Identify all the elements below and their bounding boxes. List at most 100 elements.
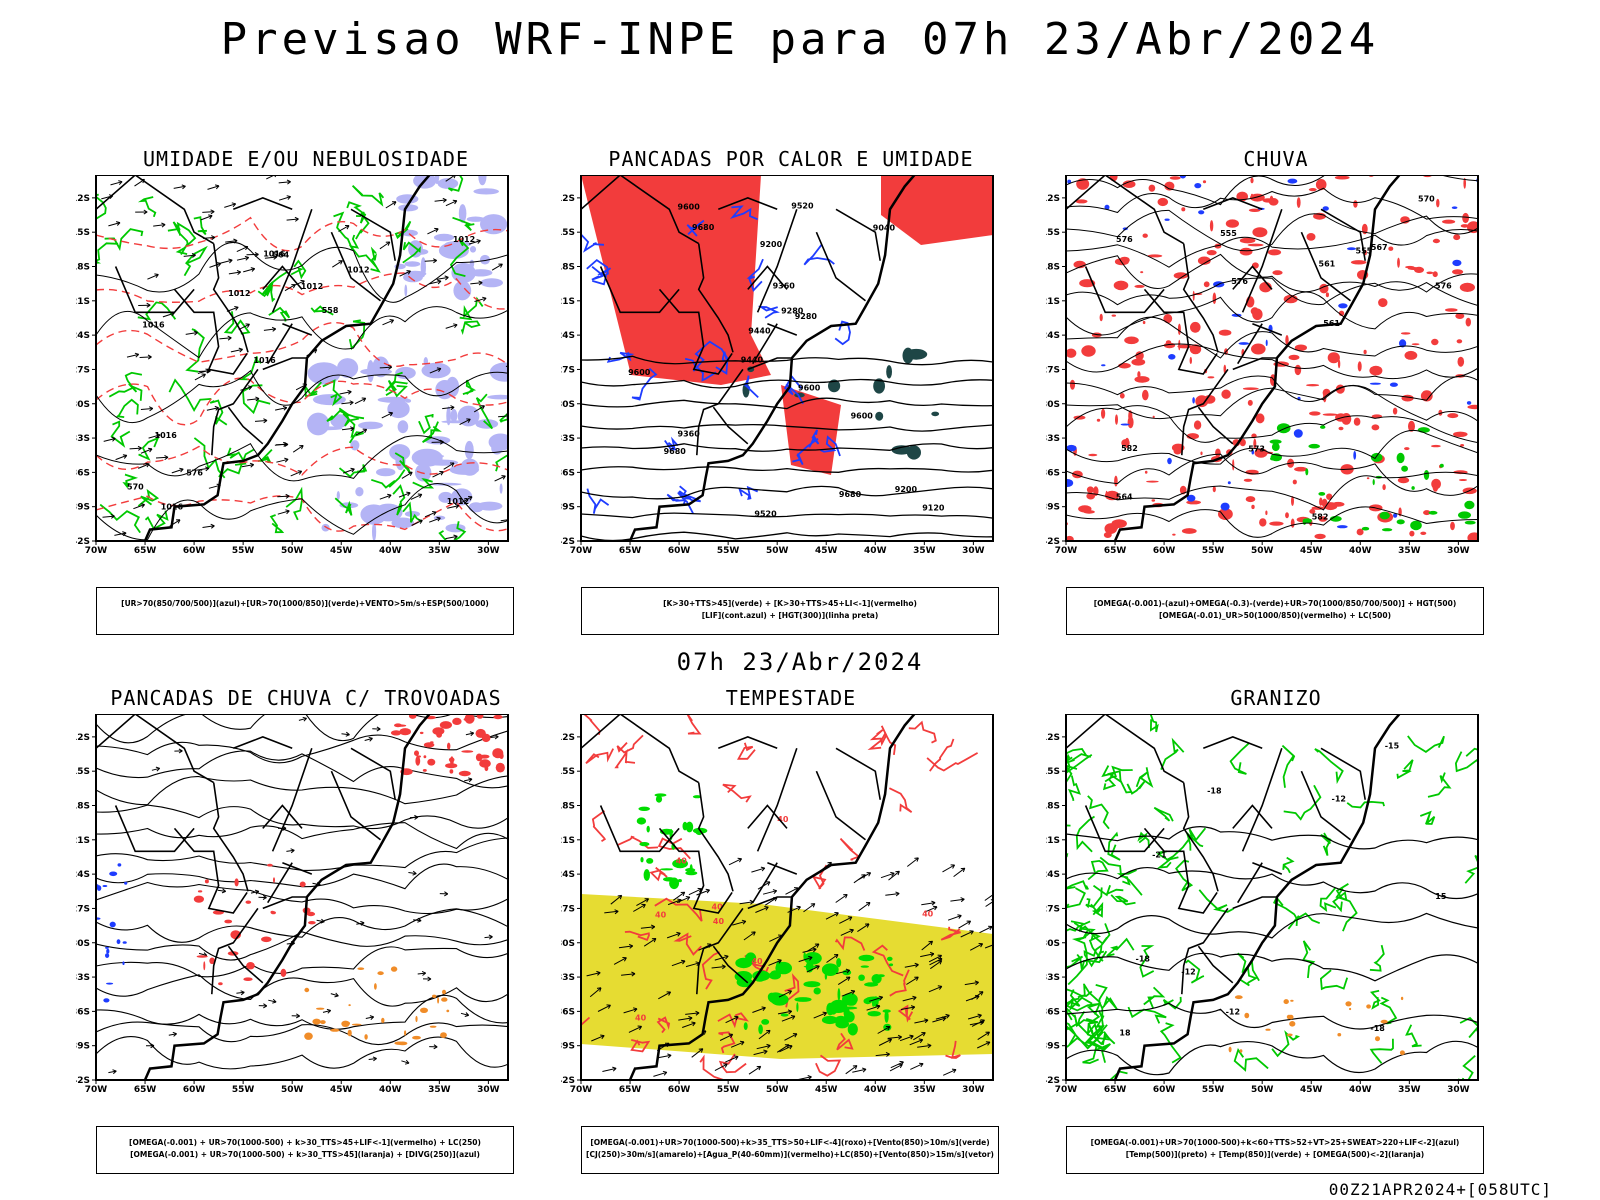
lat-label: 21S [1046, 297, 1060, 307]
rain-area [1292, 479, 1297, 485]
lon-label: 45W [815, 1085, 838, 1095]
lon-label: 30W [477, 546, 500, 556]
streamline [96, 908, 508, 943]
panel-pancadas-calor: PANCADAS POR CALOR E UMIDADE 9680 9680 960… [561, 147, 1021, 635]
wind-vector [202, 211, 215, 213]
rain-area [1338, 426, 1344, 431]
water-contour [889, 787, 913, 813]
omega-area [1349, 1007, 1352, 1011]
green-contour [351, 185, 385, 207]
streamline-arrow [316, 919, 325, 923]
omega-area [1396, 452, 1405, 464]
wind-vector [424, 260, 437, 262]
height-line [1066, 343, 1478, 380]
wind-vector [621, 973, 636, 976]
rain-area [1189, 344, 1202, 355]
temp850-contour [1067, 936, 1088, 986]
contour-label: -18 [1207, 786, 1222, 795]
pressure-line [96, 241, 508, 303]
border-line [282, 322, 313, 336]
streamline-arrow [444, 891, 449, 897]
wind-vector [245, 323, 250, 328]
humidity-area [469, 246, 477, 253]
streamline-arrow [469, 731, 475, 737]
height-line [1066, 471, 1478, 511]
lat-label: 24S [561, 870, 575, 880]
temp850-contour [1066, 753, 1092, 770]
storm-area [931, 411, 940, 417]
lat-label: 36S [76, 468, 90, 478]
streamline-arrow [490, 736, 499, 738]
map-content: 1012101610121016101210161016101210161012… [96, 175, 518, 541]
divergence-area [122, 941, 127, 944]
height-line [1066, 506, 1478, 538]
border-line [1084, 266, 1165, 314]
wind-vector [631, 971, 636, 977]
wind-vector [240, 386, 252, 391]
contour-label: 567 [1371, 243, 1388, 252]
wind-vector [977, 1031, 990, 1041]
wind-area [639, 842, 650, 847]
rain-area [1397, 257, 1400, 268]
lat-label: 12S [76, 194, 90, 204]
omega-area [1198, 210, 1205, 215]
streamline-arrow [217, 889, 226, 892]
lat-label: 24S [1046, 331, 1060, 341]
wind-vector [921, 902, 936, 906]
border-line [815, 770, 866, 841]
height-line [1066, 253, 1478, 293]
temp850-contour [1066, 989, 1081, 1009]
water-contour [834, 936, 866, 951]
lon-label: 60W [1153, 1085, 1176, 1095]
wind-vector [379, 366, 392, 369]
rain-area [1272, 270, 1283, 276]
rain-area [1322, 413, 1338, 416]
wind-vector [255, 396, 260, 402]
wind-vector [349, 400, 354, 406]
rain-area [1243, 478, 1253, 482]
rain-area [1105, 490, 1108, 498]
wind-vector [147, 274, 159, 280]
contour-label: 1016 [161, 502, 184, 511]
wind-vector [293, 280, 305, 287]
wind-vector [906, 976, 919, 985]
temp850-contour [1346, 800, 1385, 809]
map-pancadas-calor: 9680968096009600968096009520944093609280… [561, 175, 994, 556]
wind-vector [890, 1061, 904, 1069]
contour-label: 40 [713, 917, 725, 926]
rain-area [1115, 414, 1118, 425]
storm-area [439, 721, 452, 729]
lat-label: 33S [1046, 973, 1060, 983]
lat-label: 39S [76, 1042, 90, 1052]
omega-area [1238, 342, 1250, 345]
water-contour [836, 1032, 854, 1051]
temp850-contour [1066, 853, 1069, 858]
storm-area [414, 750, 419, 756]
border-line [1252, 322, 1283, 336]
lat-label: 30S [561, 400, 575, 410]
wind-vector [739, 901, 754, 905]
wind-area [743, 1022, 748, 1030]
map-frame [1065, 175, 1479, 542]
lat-label: 21S [76, 836, 90, 846]
border-line [599, 266, 680, 314]
wind-vector [680, 959, 686, 965]
contour-label: 9680 [664, 447, 687, 456]
rain-area [1431, 444, 1441, 448]
temp850-contour [1127, 1006, 1167, 1024]
wind-vector [476, 239, 481, 244]
wind-vector [960, 930, 974, 938]
streamline-arrow [417, 972, 426, 975]
height-line [1066, 316, 1478, 359]
rain-area [1225, 219, 1239, 228]
wind-vector [263, 328, 276, 331]
temp850-contour [1160, 737, 1185, 770]
wind-vector [910, 1063, 924, 1070]
wind-vector [960, 897, 965, 903]
humidity-area [344, 360, 355, 365]
contour-label: 564 [1116, 493, 1133, 502]
wind-vector [514, 364, 518, 368]
green-contour [338, 464, 368, 478]
storm-area [234, 878, 239, 887]
